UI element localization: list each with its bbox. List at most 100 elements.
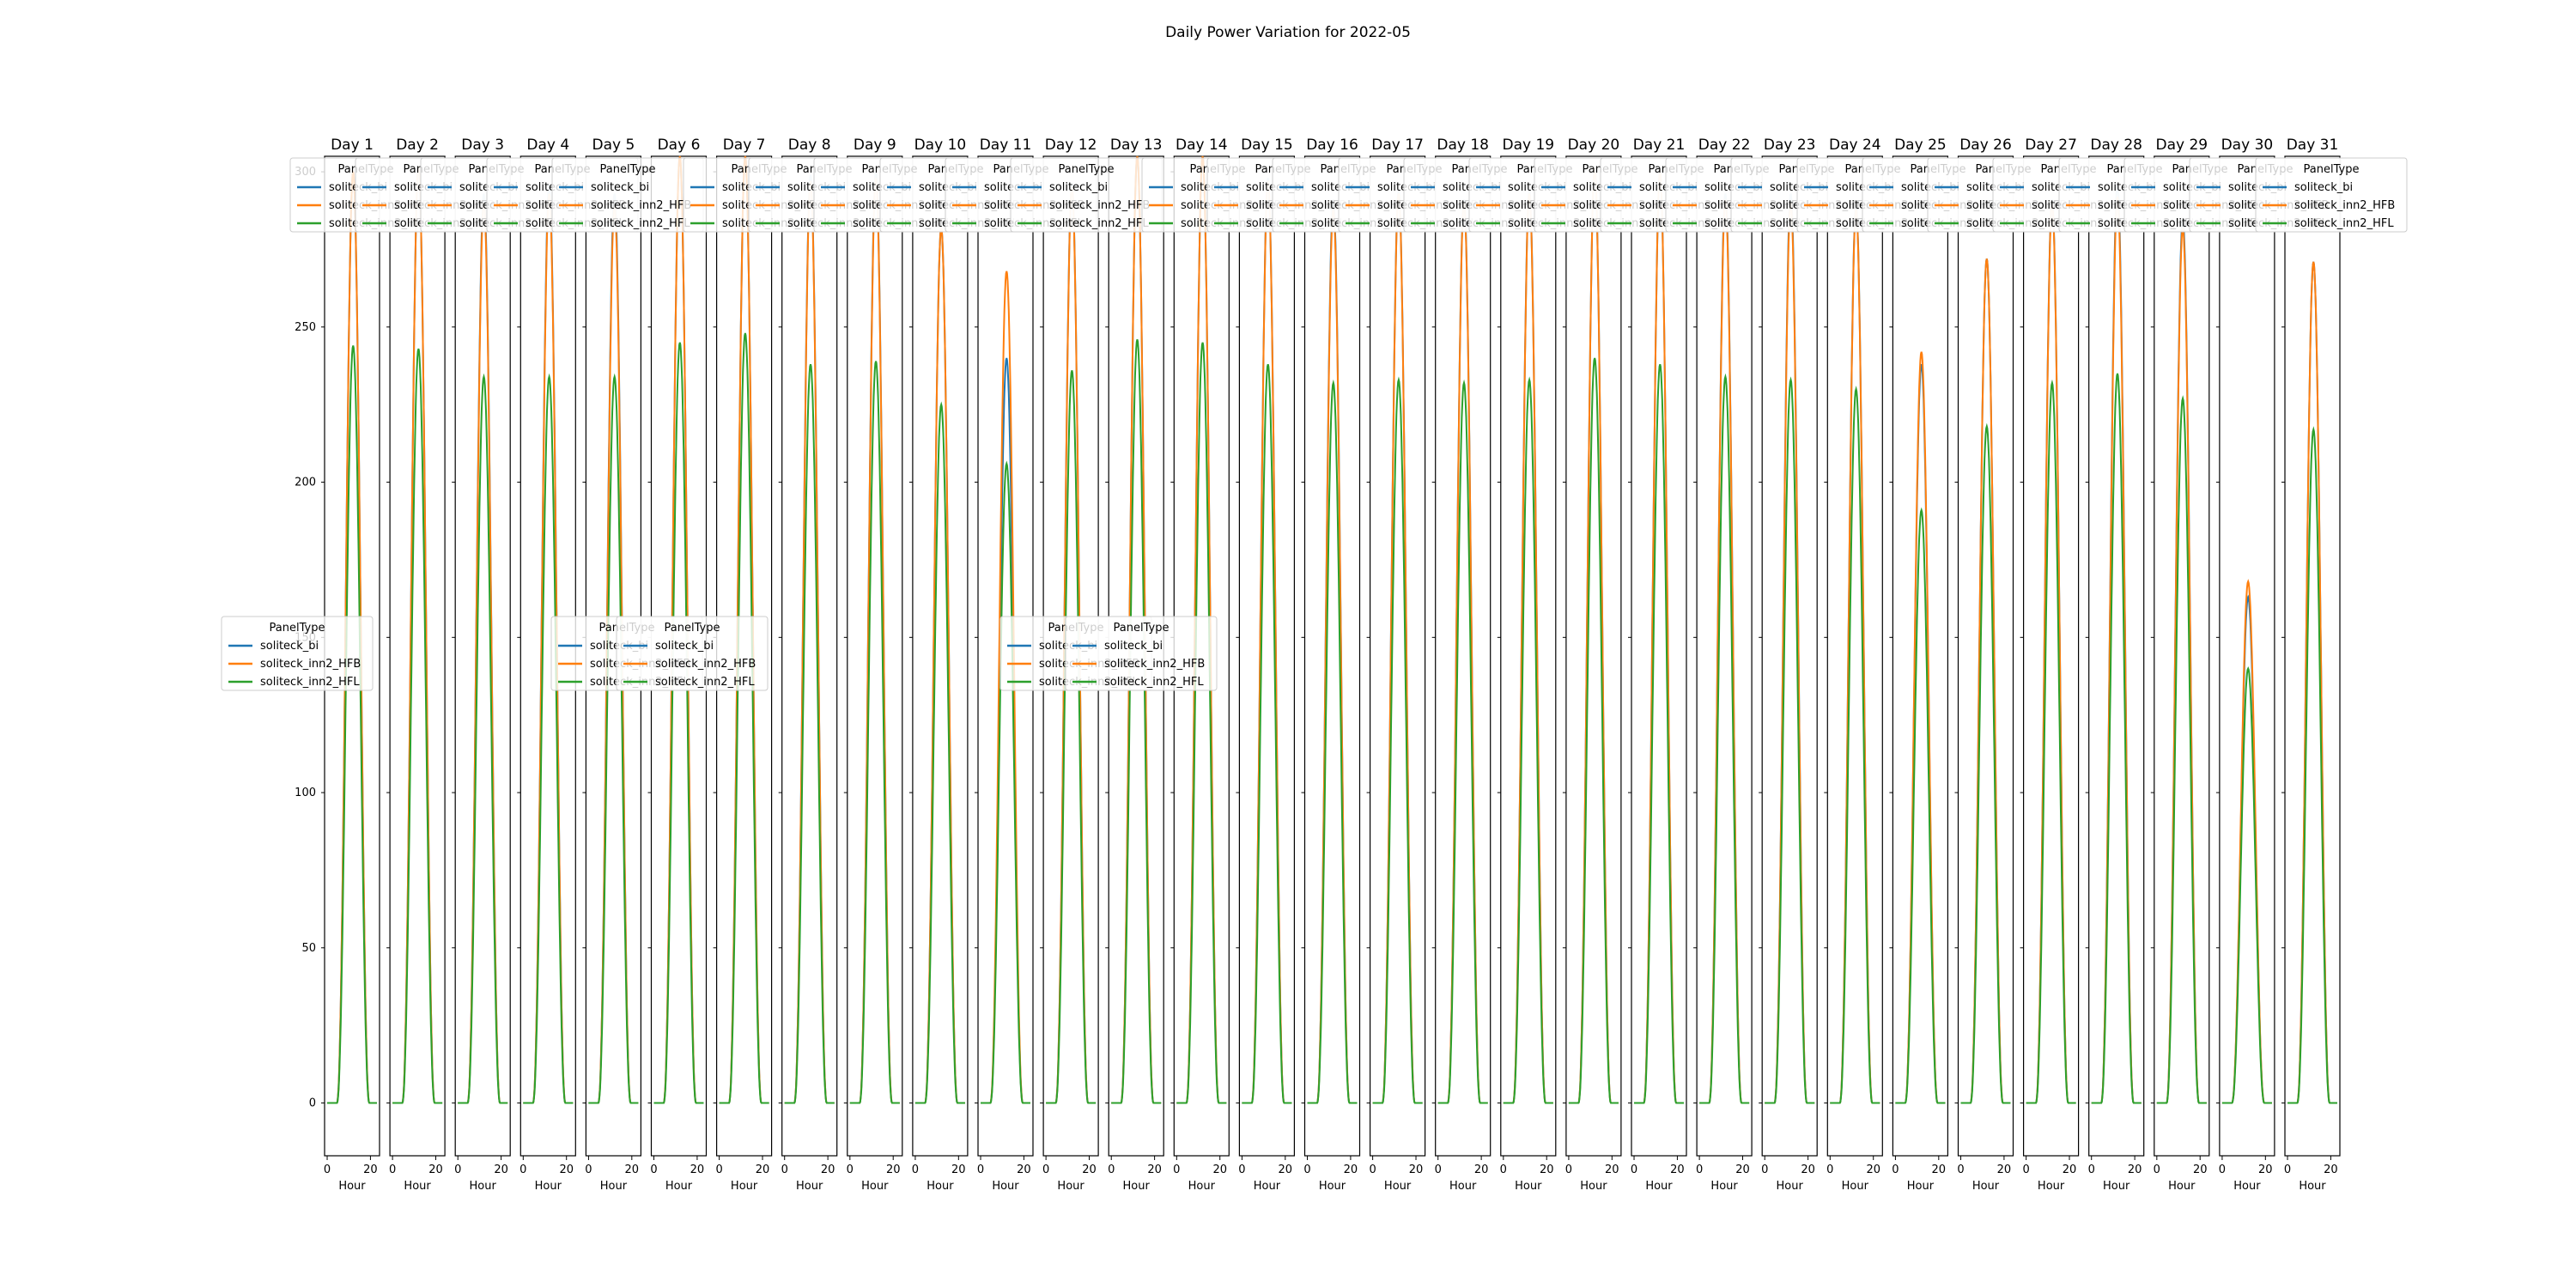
x-axis-label: Hour xyxy=(1384,1180,1412,1193)
series-line-soliteck_inn2_HFL xyxy=(2287,426,2337,1104)
series-line-soliteck_inn2_HFL xyxy=(1699,373,1750,1104)
panel-frame xyxy=(2088,155,2145,1157)
series-line-soliteck_bi xyxy=(2091,184,2142,1104)
panel-title: Day 25 xyxy=(1894,137,1947,154)
day-panel: Day 28 0 20 Hour xyxy=(2085,137,2145,1193)
x-tick-label: 20 xyxy=(1997,1163,2012,1176)
x-axis-label: Hour xyxy=(796,1180,823,1193)
x-axis-label: Hour xyxy=(2168,1180,2196,1193)
series-line-soliteck_inn2_HFL xyxy=(1960,422,2011,1104)
series-line-soliteck_inn2_HFL xyxy=(1372,376,1423,1104)
x-tick-label: 0 xyxy=(2022,1163,2029,1176)
series-line-soliteck_inn2_HFB xyxy=(1372,193,1423,1104)
legend-label: soliteck_inn2_HFL xyxy=(260,676,360,689)
x-tick-label: 0 xyxy=(389,1163,396,1176)
x-tick-label: 0 xyxy=(2284,1163,2291,1176)
series-line-soliteck_inn2_HFB xyxy=(458,202,508,1104)
series-line-soliteck_inn2_HFB xyxy=(1765,202,1815,1104)
x-tick-label: 0 xyxy=(519,1163,526,1176)
series-line-soliteck_inn2_HFL xyxy=(1242,363,1292,1104)
legend: PanelType soliteck_bi soliteck_inn2_HFBsol… xyxy=(221,616,374,691)
day-panel: Day 27 0 20 Hour xyxy=(2020,137,2080,1193)
series-line-soliteck_inn2_HFB xyxy=(849,178,900,1104)
x-tick-label: 20 xyxy=(494,1163,508,1176)
series-line-soliteck_bi xyxy=(1307,199,1358,1104)
x-tick-label: 0 xyxy=(1761,1163,1768,1176)
x-axis-label: Hour xyxy=(1580,1180,1607,1193)
x-tick-label: 20 xyxy=(1540,1163,1554,1176)
panel-frame xyxy=(454,155,511,1157)
panel-title: Day 28 xyxy=(2090,137,2142,154)
legend-label: soliteck_inn2_HFL xyxy=(1049,217,1149,230)
day-panel: Day 24 0 20 Hour xyxy=(1824,137,1883,1193)
legend-label: soliteck_inn2_HFB xyxy=(591,199,691,212)
legend-label: soliteck_bi xyxy=(260,640,319,653)
panel-title: Day 5 xyxy=(592,137,635,154)
x-axis-label: Hour xyxy=(1254,1180,1281,1193)
series-line-soliteck_bi xyxy=(1568,168,1619,1104)
x-tick-label: 20 xyxy=(2193,1163,2208,1176)
day-panel: Day 8 0 20 Hour xyxy=(778,137,838,1193)
panel-title: Day 7 xyxy=(723,137,766,154)
series-line-soliteck_inn2_HFB xyxy=(1895,351,1946,1104)
series-line-soliteck_bi xyxy=(1372,190,1423,1104)
series-line-soliteck_inn2_HFB xyxy=(2091,196,2142,1104)
series-line-soliteck_inn2_HFL xyxy=(523,373,574,1104)
legend-label: soliteck_bi xyxy=(2294,181,2353,194)
series-line-soliteck_inn2_HFB xyxy=(784,180,835,1104)
day-panel: Day 18 0 20 Hour xyxy=(1431,137,1492,1193)
x-tick-label: 0 xyxy=(1500,1163,1507,1176)
x-axis-label: Hour xyxy=(1123,1180,1151,1193)
panel-frame xyxy=(2023,155,2080,1157)
panel-title: Day 9 xyxy=(854,137,896,154)
panel-title: Day 16 xyxy=(1306,137,1358,154)
panel-title: Day 21 xyxy=(1633,137,1686,154)
panel-frame xyxy=(1761,155,1818,1157)
series-line-soliteck_inn2_HFL xyxy=(784,363,835,1104)
series-line-soliteck_inn2_HFL xyxy=(1503,376,1553,1104)
series-line-soliteck_bi xyxy=(2287,261,2337,1104)
x-tick-label: 0 xyxy=(1631,1163,1637,1176)
series-line-soliteck_bi xyxy=(392,165,443,1104)
day-panel: Day 16 0 20 Hour xyxy=(1301,137,1361,1193)
x-tick-label: 20 xyxy=(690,1163,705,1176)
series-line-soliteck_bi xyxy=(1699,193,1750,1104)
x-tick-label: 0 xyxy=(912,1163,919,1176)
x-axis-label: Hour xyxy=(470,1180,497,1193)
panel-title: Day 11 xyxy=(980,137,1032,154)
x-tick-label: 20 xyxy=(1801,1163,1815,1176)
series-line-soliteck_inn2_HFL xyxy=(2221,665,2272,1104)
series-line-soliteck_inn2_HFL xyxy=(458,373,508,1104)
panel-title: Day 23 xyxy=(1764,137,1816,154)
x-tick-label: 0 xyxy=(2154,1163,2160,1176)
series-line-soliteck_inn2_HFL xyxy=(1176,342,1227,1104)
x-axis-label: Hour xyxy=(338,1180,366,1193)
x-tick-label: 20 xyxy=(1409,1163,1424,1176)
panel-frame xyxy=(1892,155,1948,1157)
x-axis-label: Hour xyxy=(731,1180,758,1193)
x-axis-label: Hour xyxy=(1319,1180,1346,1193)
series-line-soliteck_inn2_HFL xyxy=(1437,379,1488,1104)
day-panel: Day 11 0 20 Hour xyxy=(975,137,1034,1193)
x-axis-label: Hour xyxy=(665,1180,693,1193)
legend-title: PanelType xyxy=(665,622,720,635)
series-line-soliteck_inn2_HFB xyxy=(2156,227,2207,1104)
x-tick-label: 20 xyxy=(2063,1163,2077,1176)
x-axis-label: Hour xyxy=(1777,1180,1804,1193)
series-line-soliteck_inn2_HFL xyxy=(1568,357,1619,1104)
panel-frame xyxy=(2154,155,2210,1157)
x-tick-label: 0 xyxy=(1303,1163,1310,1176)
legend-title: PanelType xyxy=(600,163,656,176)
series-line-soliteck_inn2_HFL xyxy=(327,345,377,1104)
panel-title: Day 4 xyxy=(526,137,569,154)
x-tick-label: 0 xyxy=(1957,1163,1964,1176)
series-line-soliteck_inn2_HFL xyxy=(2091,373,2142,1104)
panel-title: Day 30 xyxy=(2221,137,2274,154)
series-line-soliteck_inn2_HFB xyxy=(1960,258,2011,1104)
x-tick-label: 20 xyxy=(1932,1163,1947,1176)
day-panel: Day 2 0 20 Hour xyxy=(386,137,446,1193)
legend-frame xyxy=(616,616,769,691)
series-line-soliteck_bi xyxy=(1242,178,1292,1104)
panel-title: Day 3 xyxy=(461,137,504,154)
x-axis-label: Hour xyxy=(2038,1180,2065,1193)
